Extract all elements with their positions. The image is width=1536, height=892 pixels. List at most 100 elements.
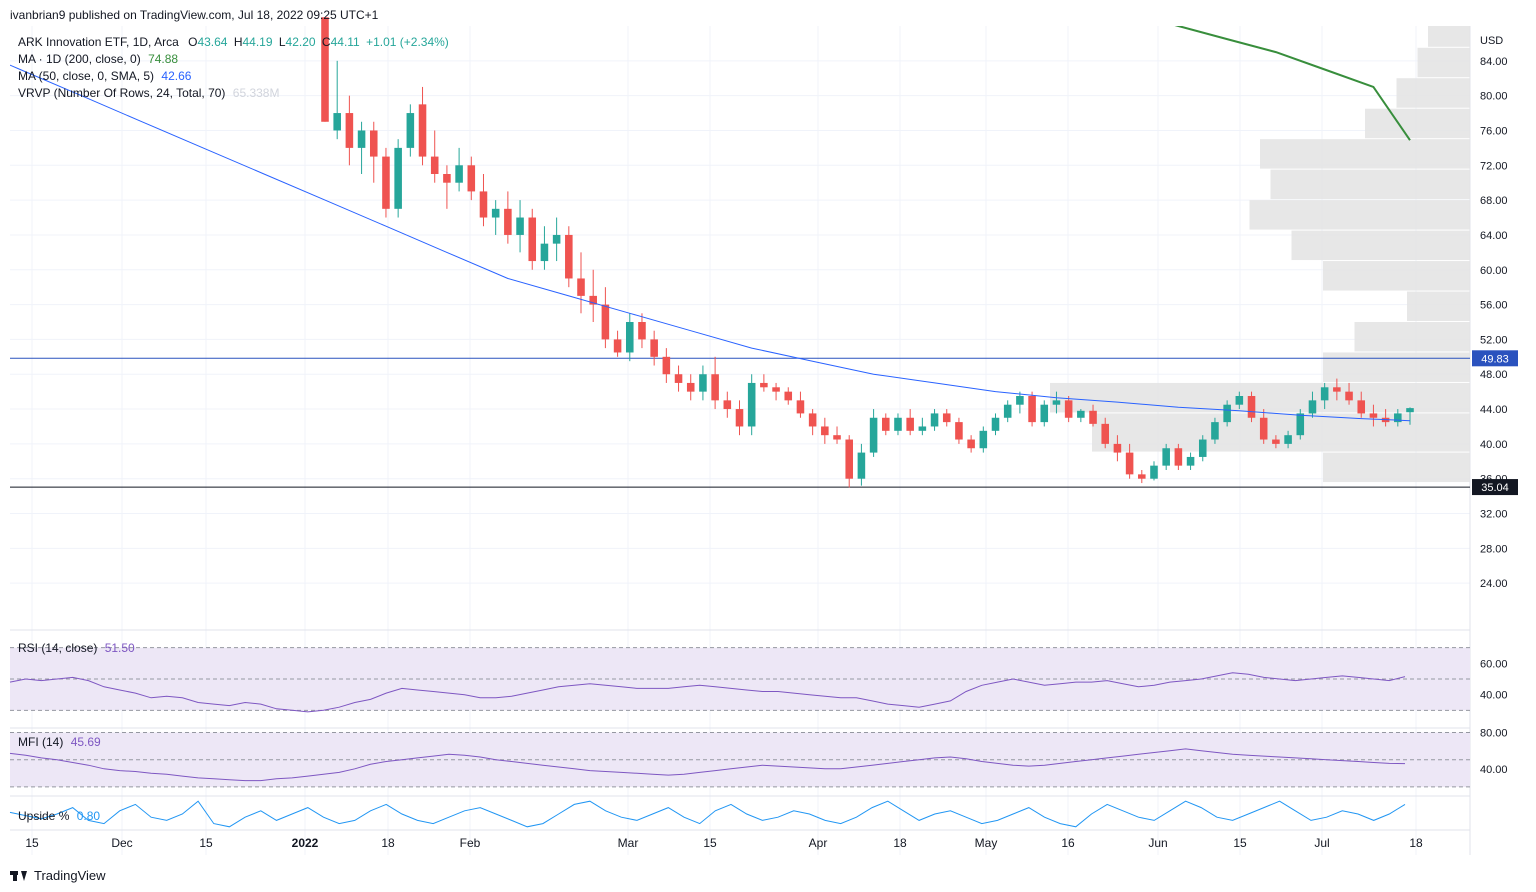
ma200-label[interactable]: MA · 1D (200, close, 0) (18, 52, 141, 66)
candle-body[interactable] (443, 174, 451, 183)
candle-body[interactable] (577, 278, 585, 296)
candle-body[interactable] (1150, 465, 1158, 479)
ma50-label[interactable]: MA (50, close, 0, SMA, 5) (18, 69, 155, 83)
candle-body[interactable] (382, 156, 390, 209)
candle-body[interactable] (674, 374, 683, 383)
candle-body[interactable] (638, 322, 646, 340)
candle-body[interactable] (747, 382, 756, 427)
candle-body[interactable] (1113, 443, 1122, 453)
candle-body[interactable] (808, 413, 817, 427)
rsi-line[interactable] (9, 672, 1406, 713)
ma200-line[interactable] (1081, 0, 1411, 141)
price-axis[interactable]: USD 84.00 80.00 76.00 72.00 68.00 64.00 60.00 56… (1472, 35, 1518, 590)
candle-body[interactable] (1040, 404, 1049, 423)
candle-body[interactable] (857, 452, 866, 479)
candle-body[interactable] (760, 382, 768, 388)
candle-body[interactable] (357, 130, 366, 148)
ma50-line[interactable] (0, 0, 1411, 422)
candle-body[interactable] (784, 391, 793, 401)
candlestick-series[interactable] (321, 17, 1414, 488)
legend-ma50-row[interactable]: MA (50, close, 0, SMA, 5) 42.66 (18, 69, 191, 83)
candle-body[interactable] (1333, 387, 1341, 392)
candle-body[interactable] (589, 295, 597, 305)
mfi-pane[interactable]: 80.00 40.00 (9, 728, 1508, 788)
candle-body[interactable] (552, 234, 561, 244)
candle-body[interactable] (686, 382, 695, 392)
candle-body[interactable] (1247, 396, 1256, 418)
candle-body[interactable] (1357, 400, 1366, 414)
candle-body[interactable] (662, 356, 671, 375)
candle-body[interactable] (540, 243, 549, 262)
candle-body[interactable] (1125, 452, 1134, 475)
legend-symbol-row[interactable]: ARK Innovation ETF, 1D, Arca O43.64 H44.… (18, 35, 449, 49)
horizontal-lines[interactable] (10, 357, 1470, 488)
candle-body[interactable] (601, 304, 610, 340)
rsi-pane[interactable]: 60.00 40.00 (9, 647, 1508, 713)
candle-body[interactable] (991, 417, 1000, 431)
rsi-label[interactable]: RSI (14, close) (18, 641, 98, 655)
price-marker-49.83[interactable] (1472, 350, 1518, 367)
candle-body[interactable] (321, 17, 329, 122)
candle-body[interactable] (845, 439, 853, 479)
candle-body[interactable] (1211, 422, 1219, 440)
candle-body[interactable] (796, 400, 805, 414)
candle-body[interactable] (650, 339, 658, 357)
candle-body[interactable] (516, 217, 524, 235)
candle-body[interactable] (906, 417, 914, 431)
candle-body[interactable] (1052, 400, 1061, 405)
candle-body[interactable] (894, 417, 902, 431)
candle-body[interactable] (1138, 474, 1146, 479)
candle-body[interactable] (918, 426, 927, 431)
legend-ma200-row[interactable]: MA · 1D (200, close, 0) 74.88 (18, 52, 178, 66)
vrvp-label[interactable]: VRVP (Number Of Rows, 24, Total, 70) (18, 86, 226, 100)
candle-body[interactable] (1272, 439, 1280, 444)
legend-upside-row[interactable]: Upside % 0.80 (18, 809, 100, 823)
legend-vrvp-row[interactable]: VRVP (Number Of Rows, 24, Total, 70) 65.… (18, 86, 279, 100)
footer-brand[interactable]: TradingView (10, 864, 106, 886)
candle-body[interactable] (1394, 413, 1402, 423)
candle-body[interactable] (369, 130, 378, 157)
candle-body[interactable] (821, 426, 829, 436)
price-marker-35.04[interactable] (1472, 479, 1518, 496)
candle-body[interactable] (772, 387, 780, 392)
candle-body[interactable] (1003, 404, 1012, 418)
candle-body[interactable] (528, 217, 537, 262)
candle-body[interactable] (967, 439, 975, 449)
candle-body[interactable] (1284, 435, 1292, 444)
candle-body[interactable] (723, 400, 732, 410)
legend-rsi-row[interactable]: RSI (14, close) 51.50 (18, 641, 135, 655)
candle-body[interactable] (613, 339, 622, 353)
symbol-title[interactable]: ARK Innovation ETF, 1D, Arca (18, 35, 179, 49)
candle-body[interactable] (1016, 396, 1024, 405)
candle-body[interactable] (333, 113, 341, 131)
upside-line[interactable] (9, 800, 1406, 828)
candle-body[interactable] (479, 191, 488, 218)
candle-body[interactable] (1101, 423, 1110, 444)
candle-body[interactable] (1259, 417, 1268, 440)
candle-body[interactable] (1186, 456, 1195, 466)
candle-body[interactable] (955, 422, 963, 440)
candle-body[interactable] (942, 413, 951, 423)
candle-body[interactable] (1406, 408, 1414, 413)
candle-body[interactable] (869, 417, 878, 453)
candle-body[interactable] (1223, 404, 1231, 423)
candle-body[interactable] (833, 435, 841, 440)
candle-body[interactable] (504, 208, 512, 235)
candle-body[interactable] (1064, 400, 1073, 418)
candle-body[interactable] (1296, 413, 1305, 436)
candle-body[interactable] (625, 322, 634, 353)
candle-body[interactable] (930, 413, 939, 427)
candle-body[interactable] (979, 430, 988, 449)
candle-body[interactable] (467, 165, 476, 192)
upside-pane[interactable] (9, 800, 1406, 828)
candle-body[interactable] (1198, 439, 1207, 457)
candle-body[interactable] (1174, 448, 1183, 466)
upside-label[interactable]: Upside % (18, 809, 70, 823)
candle-body[interactable] (345, 113, 354, 148)
candle-body[interactable] (1369, 413, 1378, 418)
candle-body[interactable] (1162, 448, 1170, 466)
candle-body[interactable] (430, 156, 439, 174)
candle-body[interactable] (1308, 400, 1317, 414)
candle-body[interactable] (418, 104, 427, 157)
